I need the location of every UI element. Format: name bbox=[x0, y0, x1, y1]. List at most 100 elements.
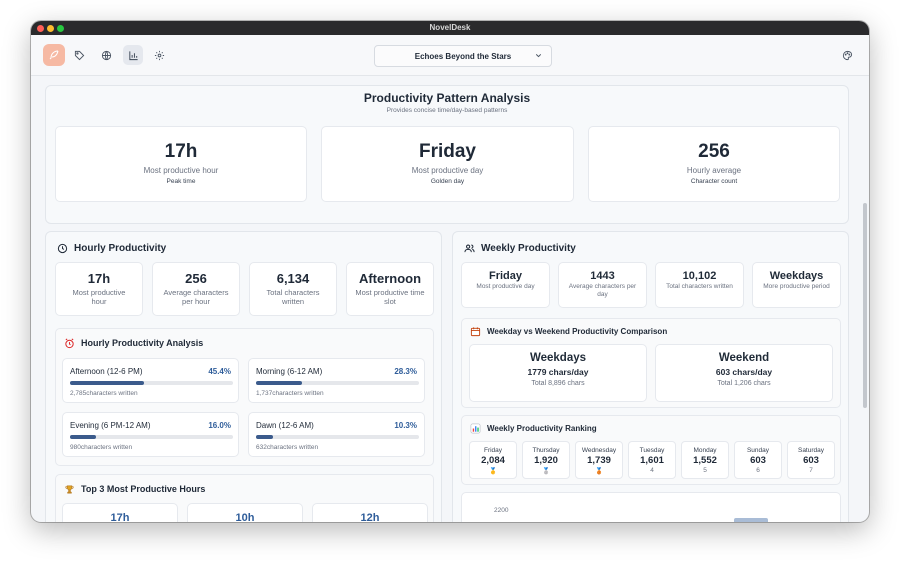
chart-axis-label: 2200 bbox=[494, 507, 509, 514]
hourly-analysis-panel: Hourly Productivity Analysis Afternoon (… bbox=[55, 328, 434, 466]
summary-sub: Character count bbox=[690, 178, 738, 185]
ranking-value: 1,601 bbox=[640, 455, 664, 466]
tag-icon[interactable] bbox=[69, 45, 89, 65]
globe-icon[interactable] bbox=[96, 45, 116, 65]
comparison-name: Weekend bbox=[718, 352, 770, 364]
slot-chars: 2,785characters written bbox=[70, 390, 138, 397]
summary-sub: Golden day bbox=[430, 178, 465, 185]
top-hour-card: 12h bbox=[312, 503, 428, 522]
hourly-stat: Afternoon Most productive time slot bbox=[346, 262, 434, 316]
toolbar: Echoes Beyond the Stars bbox=[31, 35, 869, 76]
time-slot-card: Evening (6 PM-12 AM) 16.0% 980characters… bbox=[62, 412, 239, 457]
ranking-day: Monday bbox=[693, 447, 717, 454]
slot-percent: 28.3% bbox=[394, 367, 417, 376]
novel-select-value: Echoes Beyond the Stars bbox=[414, 51, 512, 61]
weekly-stat-label: Total characters written bbox=[666, 283, 733, 290]
hourly-stat-label: Total characters written bbox=[266, 288, 320, 306]
hourly-title: Hourly Productivity bbox=[74, 242, 167, 254]
top3-title: Top 3 Most Productive Hours bbox=[81, 484, 206, 494]
ranking-position: 6 bbox=[756, 467, 760, 474]
page-subtitle: Provides concise time/day-based patterns bbox=[386, 107, 508, 114]
palette-icon[interactable] bbox=[837, 45, 857, 65]
maximize-window-button[interactable] bbox=[57, 25, 64, 32]
trophy-icon bbox=[63, 483, 75, 495]
slot-bar-fill bbox=[70, 381, 144, 385]
ranking-item: Thursday 1,920 🥈 bbox=[522, 441, 570, 479]
weekly-stat: 10,102 Total characters written bbox=[655, 262, 744, 308]
comparison-total: Total 1,206 chars bbox=[717, 380, 771, 387]
top3-panel: Top 3 Most Productive Hours 17h 10h 12h bbox=[55, 474, 434, 522]
weekly-title: Weekly Productivity bbox=[481, 242, 576, 254]
weekly-stat-value: 1443 bbox=[590, 270, 615, 282]
weekly-stat: Friday Most productive day bbox=[461, 262, 550, 308]
pattern-analysis-card: Productivity Pattern Analysis Provides c… bbox=[45, 85, 849, 224]
slot-percent: 16.0% bbox=[208, 421, 231, 430]
summary-card-day: Friday Most productive day Golden day bbox=[321, 126, 574, 202]
slot-bar-track bbox=[256, 381, 419, 385]
title-bar: NovelDesk bbox=[31, 21, 869, 35]
ranking-value: 603 bbox=[803, 455, 819, 466]
slot-percent: 10.3% bbox=[394, 421, 417, 430]
close-window-button[interactable] bbox=[37, 25, 44, 32]
app-window: NovelDesk Echoes Beyond the Stars bbox=[31, 21, 869, 522]
hourly-stat: 6,134 Total characters written bbox=[249, 262, 337, 316]
calendar-icon bbox=[469, 325, 481, 337]
ranking-value: 1,552 bbox=[693, 455, 717, 466]
feather-logo-icon[interactable] bbox=[43, 44, 65, 66]
slot-chars: 980characters written bbox=[70, 444, 133, 451]
hourly-analysis-title: Hourly Productivity Analysis bbox=[81, 338, 204, 348]
comparison-total: Total 8,896 chars bbox=[531, 380, 585, 387]
clock-icon bbox=[56, 242, 68, 254]
hourly-stat: 17h Most productive hour bbox=[55, 262, 143, 316]
ranking-item: Sunday 603 6 bbox=[734, 441, 782, 479]
ranking-day: Tuesday bbox=[639, 447, 665, 454]
novel-select[interactable]: Echoes Beyond the Stars bbox=[374, 45, 552, 67]
comparison-title: Weekday vs Weekend Productivity Comparis… bbox=[487, 326, 668, 336]
ranking-row: Friday 2,084 🥇 Thursday 1,920 🥈 Wednesday 1,7… bbox=[469, 441, 835, 481]
slot-name: Dawn (12-6 AM) bbox=[256, 421, 314, 430]
hourly-stat-value: 256 bbox=[185, 271, 207, 286]
top-hour-card: 17h bbox=[62, 503, 178, 522]
time-slot-card: Morning (6-12 AM) 28.3% 1,737characters … bbox=[248, 358, 425, 403]
ranking-value: 1,920 bbox=[534, 455, 558, 466]
ranking-header: Weekly Productivity Ranking bbox=[469, 422, 597, 434]
comparison-name: Weekdays bbox=[529, 352, 587, 364]
ranking-position: 🥈 bbox=[541, 468, 551, 475]
slot-chars: 632characters written bbox=[256, 444, 319, 451]
ranking-item: Wednesday 1,739 🥉 bbox=[575, 441, 623, 479]
bar-chart-emoji-icon bbox=[469, 422, 481, 434]
hourly-stat-label: Most productive hour bbox=[72, 288, 126, 306]
ranking-item: Saturday 603 7 bbox=[787, 441, 835, 479]
hourly-stat-label: Average characters per hour bbox=[163, 288, 229, 306]
ranking-value: 2,084 bbox=[481, 455, 505, 466]
summary-label: Most productive hour bbox=[143, 166, 219, 175]
slot-name: Morning (6-12 AM) bbox=[256, 367, 323, 376]
page-title: Productivity Pattern Analysis bbox=[363, 91, 531, 105]
minimize-window-button[interactable] bbox=[47, 25, 54, 32]
summary-card-hour: 17h Most productive hour Peak time bbox=[55, 126, 307, 202]
summary-card-average: 256 Hourly average Character count bbox=[588, 126, 840, 202]
alarm-clock-icon bbox=[63, 337, 75, 349]
ranking-item: Tuesday 1,601 4 bbox=[628, 441, 676, 479]
weekly-productivity-card: Weekly Productivity Friday Most producti… bbox=[452, 231, 849, 522]
slot-bar-track bbox=[70, 435, 233, 439]
scrollbar[interactable] bbox=[863, 203, 867, 408]
hourly-stat-value: 17h bbox=[87, 271, 111, 286]
hourly-header: Hourly Productivity bbox=[56, 242, 166, 254]
comparison-card-weekdays: Weekdays 1779 chars/day Total 8,896 char… bbox=[469, 344, 647, 402]
weekday-weekend-panel: Weekday vs Weekend Productivity Comparis… bbox=[461, 318, 841, 408]
weekly-header: Weekly Productivity bbox=[463, 242, 576, 254]
chart-bar bbox=[734, 518, 768, 522]
main-content: Productivity Pattern Analysis Provides c… bbox=[31, 77, 869, 522]
ranking-day: Thursday bbox=[532, 447, 560, 454]
ranking-item: Monday 1,552 5 bbox=[681, 441, 729, 479]
weekly-chart-panel: 2200 bbox=[461, 492, 841, 522]
bar-chart-icon[interactable] bbox=[123, 45, 143, 65]
slot-name: Evening (6 PM-12 AM) bbox=[70, 421, 151, 430]
slot-bar-track bbox=[70, 381, 233, 385]
summary-value: 256 bbox=[698, 141, 730, 162]
ranking-day: Friday bbox=[483, 447, 503, 454]
slot-chars: 1,737characters written bbox=[256, 390, 324, 397]
gear-icon[interactable] bbox=[149, 45, 169, 65]
hourly-stat-label: Most productive time slot bbox=[355, 288, 425, 306]
